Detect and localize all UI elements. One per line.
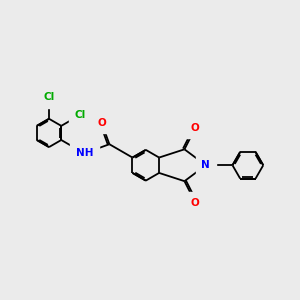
Text: O: O (97, 118, 106, 128)
Text: Cl: Cl (74, 110, 85, 120)
Text: O: O (191, 197, 200, 208)
Text: NH: NH (76, 148, 93, 158)
Text: Cl: Cl (44, 92, 55, 103)
Text: N: N (202, 160, 210, 170)
Text: O: O (191, 123, 200, 133)
